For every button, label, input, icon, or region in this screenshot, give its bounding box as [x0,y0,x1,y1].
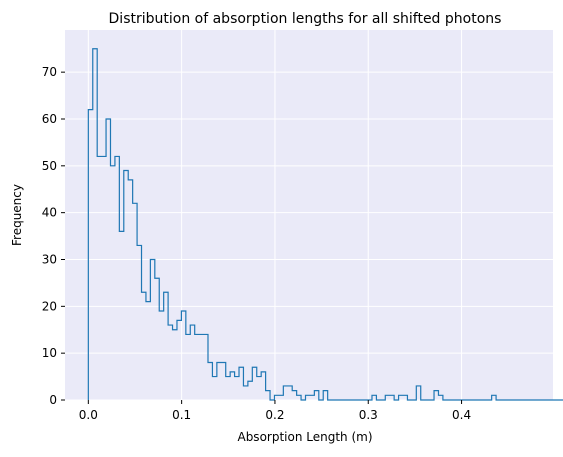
chart-title: Distribution of absorption lengths for a… [109,11,502,27]
y-axis-label: Frequency [10,184,24,246]
histogram-bin [195,334,199,400]
histogram-bin [230,372,234,400]
histogram-bin [323,391,327,400]
histogram-bin [159,311,163,400]
histogram-bin [155,278,159,400]
histogram-bin [239,367,243,400]
histogram-bin [248,381,252,400]
axes: 0.0 0.1 0.2 0.3 0.4 0 10 20 30 40 50 60 70 [42,65,471,422]
y-tick-label: 70 [42,65,57,79]
histogram-bin [199,334,203,400]
histogram-bin [186,334,190,400]
y-tick-label: 10 [42,346,57,360]
y-tick-label: 60 [42,112,57,126]
histogram-bin [283,386,287,400]
y-tick-label: 30 [42,252,57,266]
histogram-bin [93,49,97,400]
histogram-bin [221,363,225,400]
histogram-bin [124,171,128,400]
histogram-bin [314,391,318,400]
histogram-bin [88,110,92,400]
x-tick-label: 0.3 [359,408,378,422]
histogram-bin [279,395,283,400]
histogram-bin [390,395,394,400]
histogram-bin [190,325,194,400]
histogram-bin [208,363,212,400]
histogram-bin [288,386,292,400]
x-tick-label: 0.0 [79,408,98,422]
histogram-bin [97,156,101,400]
histogram-bin [204,334,208,400]
histogram-bin [492,395,496,400]
histogram-bin [266,391,270,400]
histogram-bin [257,377,261,400]
histogram-bin [173,330,177,400]
histogram-bin [434,391,438,400]
histogram-bin [274,395,278,400]
histogram-bin [212,377,216,400]
histogram-bin [142,292,146,400]
histogram-bin [217,363,221,400]
histogram-bin [102,156,106,400]
histogram-bin [310,395,314,400]
histogram-bin [306,395,310,400]
histogram-bin [403,395,407,400]
histogram-bin [243,386,247,400]
histogram-bin [181,311,185,400]
x-tick-label: 0.1 [172,408,191,422]
histogram-bin [226,377,230,400]
histogram-bin [385,395,389,400]
y-tick-label: 20 [42,299,57,313]
histogram-bin [168,325,172,400]
x-axis-label: Absorption Length (m) [237,430,372,444]
histogram-bin [416,386,420,400]
histogram-bin [252,367,256,400]
histogram-bin [438,395,442,400]
histogram-bin [292,391,296,400]
grid-lines [65,30,553,401]
histogram-bin [146,302,150,400]
histogram-bin [119,231,123,400]
histogram-bin [297,395,301,400]
histogram-bin [177,320,181,400]
histogram-bin [150,259,154,400]
histogram-bin [399,395,403,400]
x-tick-label: 0.4 [452,408,471,422]
y-tick-label: 0 [49,393,57,407]
histogram-bin [261,372,265,400]
histogram-outline [87,48,563,401]
y-tick-label: 40 [42,206,57,220]
histogram-bin [235,377,239,400]
histogram-bin [372,395,376,400]
histogram-bin [110,166,114,400]
histogram-bin [128,180,132,400]
histogram-bin [106,119,110,400]
x-tick-label: 0.2 [265,408,284,422]
histogram-series [87,48,563,401]
plot-background [65,30,553,400]
histogram-bin [115,156,119,400]
histogram-bin [137,245,141,400]
histogram-bin [133,203,137,400]
y-tick-label: 50 [42,159,57,173]
histogram-bin [164,292,168,400]
